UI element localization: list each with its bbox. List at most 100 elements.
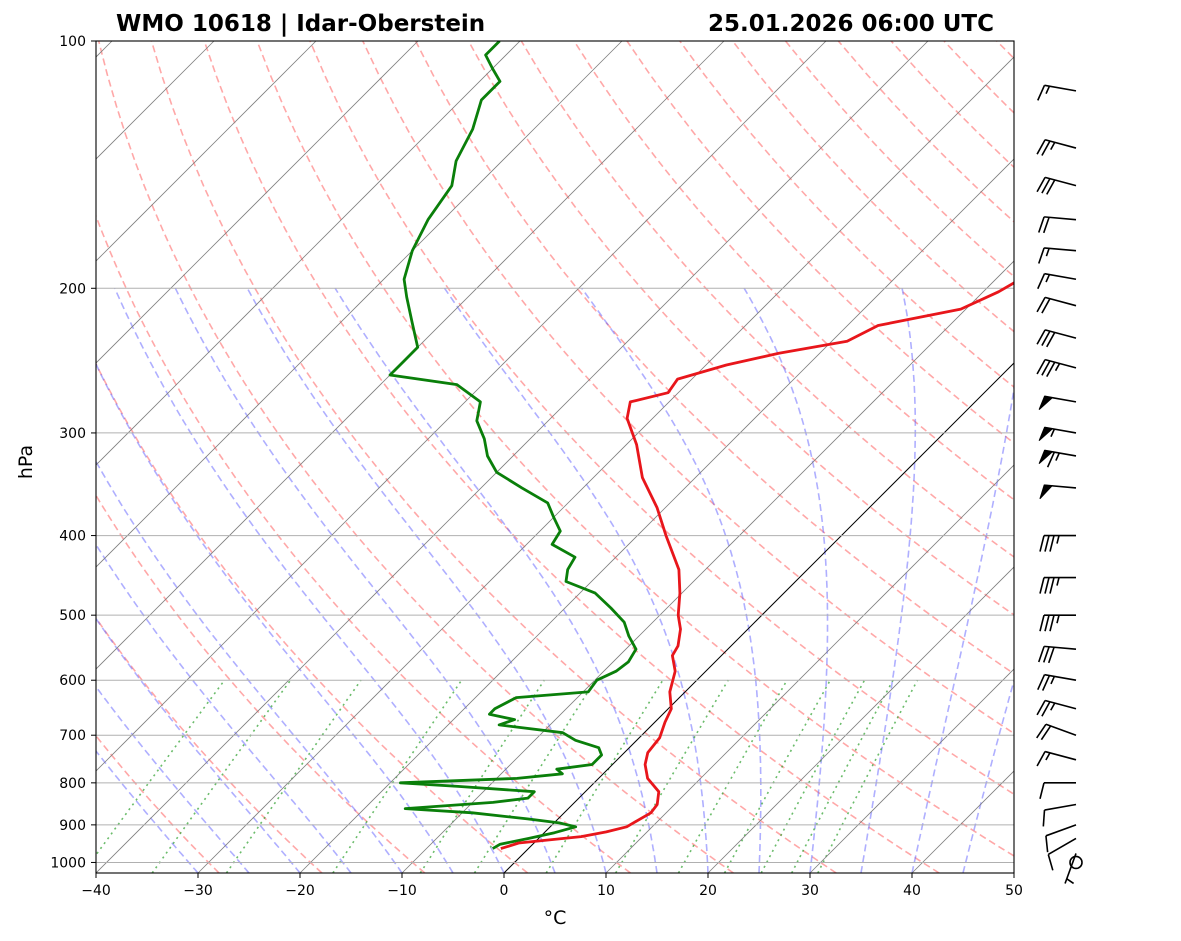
barb-full (1036, 359, 1046, 375)
barb-full (1042, 809, 1046, 827)
dry-adiabat (256, 41, 1014, 857)
y-axis-ticks: 100 200 300 400 500 600 700 800 900 1000 (50, 34, 96, 871)
wind-barb (1045, 824, 1077, 853)
dry-adiabat (309, 41, 1014, 796)
dry-adiabat (837, 41, 1014, 223)
barb-full (1041, 330, 1051, 346)
wind-barb (1042, 803, 1077, 827)
barb-staff (1044, 296, 1077, 307)
barb-full (1049, 535, 1055, 552)
barb-full (1036, 751, 1046, 767)
barb-staff (1064, 853, 1077, 884)
barb-half (1045, 752, 1051, 761)
y-tick-label: 400 (59, 529, 86, 545)
barb-full (1036, 139, 1046, 155)
mixing-ratio-line (817, 679, 919, 873)
isotherm (299, 158, 1014, 873)
isotherm (96, 41, 827, 772)
dry-adiabat (1103, 41, 1181, 873)
barb-full (1046, 361, 1056, 378)
x-tick-label: 40 (903, 883, 921, 899)
moist-adiabat (860, 288, 917, 873)
isotherm (96, 41, 929, 873)
wind-barb (1047, 837, 1077, 871)
barb-staff (1044, 750, 1077, 761)
sounding-profiles (388, 41, 1014, 850)
barb-full (1045, 835, 1049, 853)
dry-adiabat (679, 41, 1014, 389)
barb-full (1040, 725, 1052, 741)
dry-adiabat (97, 41, 734, 873)
wind-barb (1039, 614, 1076, 632)
barb-full (1039, 614, 1045, 632)
barb-full (1042, 646, 1050, 663)
wind-barb (1036, 296, 1077, 314)
barb-staff (1044, 216, 1077, 221)
barb-full (1039, 782, 1045, 800)
x-tick-label: 50 (1005, 883, 1023, 899)
dry-adiabat (414, 41, 1014, 675)
wind-barb (1036, 723, 1077, 741)
barb-full (1041, 178, 1051, 194)
moist-adiabat (96, 685, 250, 873)
dry-adiabat (520, 41, 1014, 558)
dry-adiabat (996, 41, 1014, 60)
barb-staff (1044, 673, 1077, 682)
barb-full (1036, 700, 1046, 716)
dry-adiabat (467, 41, 1014, 616)
barb-staff (1044, 329, 1077, 339)
moist-adiabat (96, 749, 199, 873)
dry-adiabat (626, 41, 1014, 445)
mixing-ratio-line (615, 679, 729, 873)
barb-full (1037, 84, 1046, 101)
barb-staff (1045, 723, 1077, 736)
wind-barb (1037, 673, 1077, 691)
wind-barb (1069, 855, 1083, 870)
chart-title-datetime: 25.01.2026 06:00 UTC (708, 11, 994, 37)
dry-adiabat (784, 41, 1014, 278)
x-tick-label: 20 (699, 883, 717, 899)
barb-half (1045, 274, 1051, 283)
barb-full (1042, 217, 1050, 234)
x-tick-label: −20 (285, 883, 315, 899)
barb-full (1044, 535, 1050, 552)
wind-barb (1038, 426, 1077, 442)
x-tick-label: 0 (500, 883, 509, 899)
y-tick-label: 1000 (50, 855, 86, 871)
wind-barb (1037, 84, 1077, 101)
x-axis-ticks: −40 −30 −20 −10 0 10 20 30 40 50 (81, 873, 1023, 899)
dry-adiabat (96, 362, 529, 873)
barb-full (1037, 273, 1046, 290)
barb-full (1039, 577, 1045, 594)
isotherm (401, 260, 1014, 873)
pressure-gridlines (96, 40, 1014, 863)
barb-half (1054, 363, 1061, 372)
isotherm (96, 41, 725, 670)
barb-staff (1044, 803, 1077, 811)
plot-frame (95, 40, 1015, 874)
y-tick-label: 800 (59, 776, 86, 792)
x-axis-label: °C (544, 907, 567, 929)
wind-barb (1037, 247, 1077, 264)
mixing-ratio-line (151, 679, 292, 873)
barb-half (1045, 248, 1050, 257)
barb-staff (1044, 358, 1077, 369)
barb-full (1041, 360, 1051, 376)
barb-full (1041, 701, 1051, 717)
isotherm (1013, 872, 1014, 873)
calm-circle (1069, 855, 1083, 870)
barb-full (1036, 176, 1046, 193)
wind-barb (1036, 358, 1077, 378)
wind-barb (1038, 395, 1077, 410)
barb-pennant (1038, 426, 1054, 442)
barb-full (1039, 535, 1045, 552)
zero-isotherm (503, 362, 1014, 873)
moist-adiabat (962, 677, 1014, 873)
barb-staff (1044, 699, 1077, 710)
barb-full (1047, 646, 1055, 664)
barb-staff (1044, 176, 1077, 187)
wind-barb (1036, 176, 1077, 195)
dry-adiabat (96, 214, 631, 873)
barb-full (1041, 140, 1051, 156)
y-tick-label: 500 (59, 608, 86, 624)
